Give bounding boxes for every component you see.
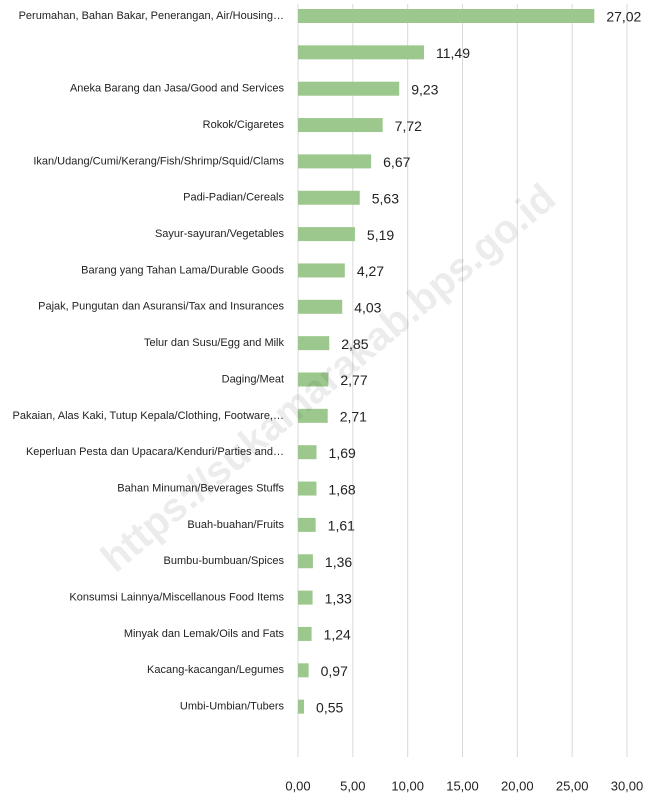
value-label: 1,61 [328, 518, 355, 534]
value-label: 1,69 [329, 445, 356, 461]
value-label: 5,19 [367, 227, 394, 243]
value-label: 0,97 [321, 663, 348, 679]
value-label: 27,02 [606, 9, 641, 25]
value-label: 0,55 [316, 699, 343, 715]
value-label: 1,24 [324, 627, 351, 643]
bar [298, 9, 595, 23]
value-label: 1,68 [328, 481, 355, 497]
bar [298, 372, 329, 387]
value-label: 4,03 [354, 300, 381, 316]
category-label: Perumahan, Bahan Bakar, Penerangan, Air/… [19, 10, 284, 22]
bar [298, 626, 312, 641]
value-label: 5,63 [372, 190, 399, 206]
value-label: 11,49 [436, 45, 470, 61]
x-tick-label: 25,00 [556, 778, 589, 793]
category-label: Pakaian, Alas Kaki, Tutup Kepala/Clothin… [13, 410, 285, 422]
x-tick-label: 0,00 [285, 778, 310, 793]
category-label: Pajak, Pungutan dan Asuransi/Tax and Ins… [38, 301, 284, 313]
bar [298, 45, 425, 60]
value-label: 9,23 [411, 81, 438, 97]
value-label: 1,33 [325, 590, 352, 606]
category-label: Barang yang Tahan Lama/Durable Goods [81, 264, 284, 276]
value-label: 1,36 [325, 554, 352, 570]
x-tick-label: 10,00 [391, 778, 424, 793]
category-label: Kacang-kacangan/Legumes [147, 664, 284, 676]
bar [298, 227, 355, 242]
bar [298, 299, 343, 314]
value-label: 2,85 [341, 336, 368, 352]
bar [298, 590, 313, 605]
value-label: 2,71 [340, 409, 367, 425]
category-label: Sayur-sayuran/Vegetables [155, 228, 285, 240]
category-label: Bumbu-bumbuan/Spices [164, 555, 285, 567]
category-label: Minyak dan Lemak/Oils and Fats [124, 628, 285, 640]
value-label: 7,72 [395, 118, 422, 134]
x-tick-label: 5,00 [340, 778, 365, 793]
bar [298, 408, 328, 423]
category-label: Bahan Minuman/Beverages Stuffs [117, 482, 284, 494]
bar [298, 663, 309, 678]
category-label: Aneka Barang dan Jasa/Good and Services [70, 83, 285, 95]
value-label: 6,67 [383, 154, 410, 170]
bar [298, 154, 372, 169]
category-label: Telur dan Susu/Egg and Milk [144, 337, 285, 349]
category-label: Rokok/Cigaretes [203, 119, 285, 131]
bar [298, 118, 383, 133]
category-label: Ikan/Udang/Cumi/Kerang/Fish/Shrimp/Squid… [33, 155, 284, 167]
bar [298, 481, 317, 496]
category-label: Buah-buahan/Fruits [187, 519, 284, 531]
bar [298, 81, 400, 96]
category-label: Konsumsi Lainnya/Miscellanous Food Items [69, 592, 284, 604]
bar [298, 699, 305, 714]
category-label: Umbi-Umbian/Tubers [180, 701, 285, 713]
bar [298, 263, 345, 278]
category-label: Padi-Padian/Cereals [183, 192, 284, 204]
bar [298, 554, 313, 569]
x-tick-label: 20,00 [501, 778, 534, 793]
category-label: Daging/Meat [222, 373, 284, 385]
x-tick-label: 15,00 [446, 778, 479, 793]
x-tick-label: 30,00 [611, 778, 644, 793]
bar [298, 517, 316, 532]
category-label: Keperluan Pesta dan Upacara/Kenduri/Part… [26, 446, 284, 458]
bar [298, 445, 317, 460]
bar [298, 190, 360, 205]
bar [298, 336, 330, 351]
value-label: 4,27 [357, 263, 384, 279]
value-label: 2,77 [340, 372, 367, 388]
